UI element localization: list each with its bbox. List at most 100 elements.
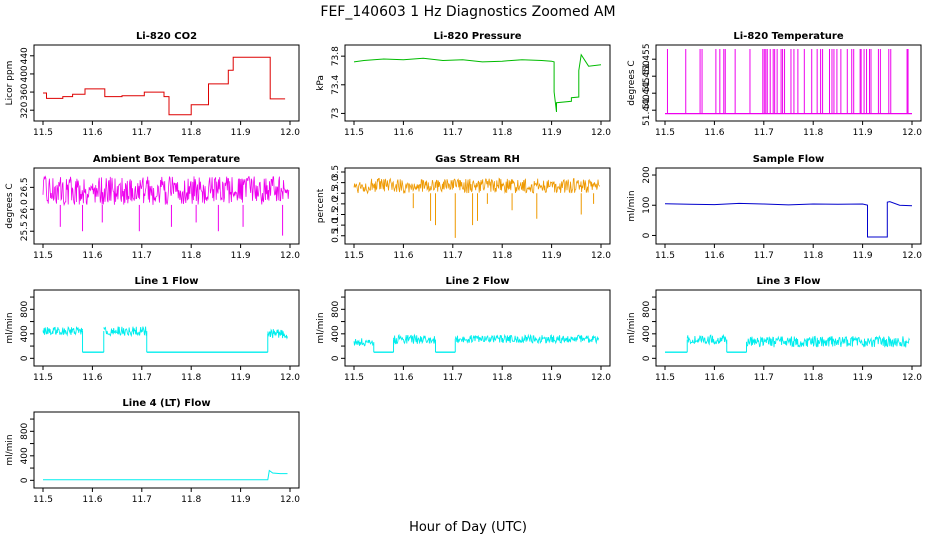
x-tick-label: 11.6 — [393, 373, 413, 383]
y-tick-label: 3.5 — [331, 165, 341, 179]
x-tick-label: 11.5 — [33, 495, 53, 505]
y-tick-label: 400 — [20, 65, 30, 82]
series-line — [664, 201, 913, 238]
series-line — [43, 56, 286, 116]
series-segment — [393, 333, 436, 345]
y-tick-label: 51.440 — [642, 94, 652, 126]
x-tick-label: 11.9 — [231, 495, 251, 505]
y-tick-label: 800 — [331, 300, 341, 317]
x-tick-label: 11.9 — [542, 128, 562, 138]
x-tick-label: 11.7 — [132, 495, 152, 505]
chart-panel: Line 1 Flow 11.5 11.6 11.7 11.8 11.9 12.0 0 400 8… — [5, 276, 300, 383]
plot-frame — [33, 411, 300, 489]
panel-title: Li-820 Pressure — [433, 31, 521, 42]
x-tick-label: 11.8 — [803, 373, 823, 383]
x-tick-label: 12.0 — [591, 128, 611, 138]
x-tick-label: 11.5 — [344, 373, 364, 383]
y-tick-label: 0 — [20, 355, 30, 361]
y-tick-label: 2.5 — [331, 186, 341, 200]
x-tick-label: 11.5 — [655, 251, 675, 261]
y-tick-label: 2.0 — [331, 196, 341, 211]
x-tick-label: 11.8 — [181, 373, 201, 383]
plot-frame — [33, 44, 300, 122]
x-tick-label: 11.7 — [754, 373, 774, 383]
x-tick-label: 11.9 — [853, 373, 873, 383]
x-tick-label: 11.9 — [853, 128, 873, 138]
x-tick-label: 11.7 — [754, 251, 774, 261]
x-tick-label: 11.8 — [181, 251, 201, 261]
chart-panel: Li-820 CO2 11.5 11.6 11.7 11.8 11.9 12.0 320360… — [5, 31, 300, 138]
y-tick-label: 51.450 — [642, 60, 652, 92]
x-tick-label: 11.5 — [344, 251, 364, 261]
y-tick-label: 360 — [20, 83, 30, 100]
y-tick-label: 400 — [20, 447, 30, 464]
y-tick-label: 0.5 — [331, 229, 341, 243]
plot-frame — [344, 289, 611, 367]
y-tick-label: 1.5 — [331, 207, 341, 221]
y-axis-label: ml/min — [627, 312, 637, 343]
chart-panel: Sample Flow 11.5 11.6 11.7 11.8 11.9 12.0 0 100 2… — [627, 154, 922, 261]
y-tick-label: 200 — [642, 166, 652, 183]
series-segment — [454, 333, 599, 345]
x-tick-label: 11.7 — [443, 373, 463, 383]
x-tick-label: 11.6 — [82, 128, 102, 138]
x-tick-label: 12.0 — [902, 251, 922, 261]
series-segment — [103, 326, 148, 338]
panel-title: Line 2 Flow — [446, 276, 510, 287]
panel-title: Line 4 (LT) Flow — [122, 398, 210, 409]
x-tick-label: 11.7 — [754, 128, 774, 138]
x-tick-label: 11.6 — [704, 128, 724, 138]
plot-frame — [344, 44, 611, 122]
y-tick-label: 73 — [331, 108, 341, 119]
chart-panel: Li-820 Temperature 11.5 11.6 11.7 11.8 11.9 12… — [627, 31, 922, 138]
y-tick-label: 0 — [642, 232, 652, 238]
y-tick-label: 1.0 — [331, 218, 341, 233]
chart-panel: Li-820 Pressure 11.5 11.6 11.7 11.8 11.9 12.0 7… — [316, 31, 611, 138]
x-tick-label: 12.0 — [902, 373, 922, 383]
x-tick-label: 11.5 — [33, 128, 53, 138]
x-tick-label: 12.0 — [902, 128, 922, 138]
x-tick-label: 11.9 — [231, 251, 251, 261]
x-tick-label: 11.7 — [132, 128, 152, 138]
y-tick-label: 26.5 — [20, 177, 30, 197]
y-axis-label: kPa — [316, 75, 326, 91]
y-tick-label: 400 — [20, 325, 30, 342]
x-tick-label: 11.5 — [655, 373, 675, 383]
x-tick-label: 11.7 — [443, 251, 463, 261]
x-tick-label: 11.9 — [231, 128, 251, 138]
x-tick-label: 11.8 — [492, 373, 512, 383]
chart-panel: Line 3 Flow 11.5 11.6 11.7 11.8 11.9 12.0 0 400 8… — [627, 276, 922, 383]
x-tick-label: 11.6 — [82, 251, 102, 261]
x-tick-label: 11.5 — [655, 128, 675, 138]
x-tick-label: 11.8 — [492, 251, 512, 261]
series-segment — [686, 333, 728, 346]
y-tick-label: 800 — [642, 300, 652, 317]
figure-title: FEF_140603 1 Hz Diagnostics Zoomed AM — [320, 4, 615, 20]
x-tick-label: 11.6 — [704, 373, 724, 383]
y-tick-label: 25.5 — [20, 221, 30, 241]
y-tick-label: 440 — [20, 47, 30, 64]
plot-frame — [655, 44, 922, 122]
series-line — [353, 53, 602, 113]
x-tick-label: 12.0 — [591, 373, 611, 383]
x-tick-label: 11.7 — [443, 128, 463, 138]
panel-title: Li-820 Temperature — [733, 31, 843, 42]
x-tick-label: 11.6 — [393, 251, 413, 261]
series-line — [43, 469, 288, 481]
panel-title: Line 1 Flow — [135, 276, 199, 287]
x-tick-label: 11.8 — [181, 128, 201, 138]
panel-title: Ambient Box Temperature — [93, 154, 240, 165]
x-tick-label: 11.7 — [132, 373, 152, 383]
x-tick-label: 11.9 — [231, 373, 251, 383]
y-tick-label: 51.455 — [642, 43, 652, 74]
x-tick-label: 11.7 — [132, 251, 152, 261]
y-tick-label: 26.0 — [20, 199, 30, 219]
panel-grid: Li-820 CO2 11.5 11.6 11.7 11.8 11.9 12.0 320360… — [5, 31, 922, 505]
plot-frame — [655, 289, 922, 367]
y-axis-label: ml/min — [627, 190, 637, 221]
y-axis-label: ml/min — [5, 434, 15, 465]
y-tick-label: 100 — [642, 196, 652, 213]
plot-frame — [655, 167, 922, 245]
chart-panel: Ambient Box Temperature 11.5 11.6 11.7 11.8 1… — [5, 154, 300, 261]
